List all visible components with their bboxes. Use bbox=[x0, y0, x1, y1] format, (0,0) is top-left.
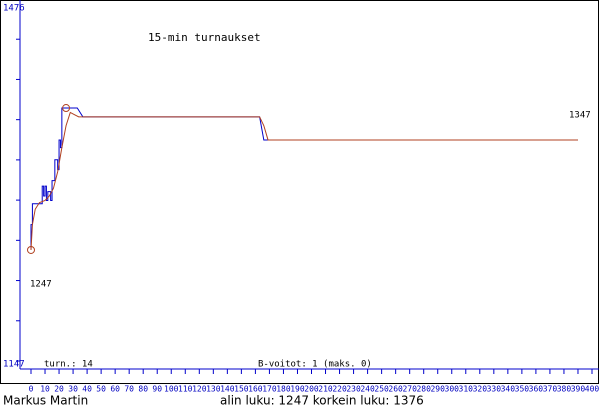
chart-title: 15-min turnaukset bbox=[148, 31, 261, 44]
plot-frame bbox=[0, 0, 599, 384]
x-tick-label: 310 bbox=[459, 385, 474, 394]
x-tick-label: 250 bbox=[374, 385, 389, 394]
x-tick-label: 10 bbox=[40, 385, 50, 394]
tournament-count: turn.: 14 bbox=[44, 360, 93, 370]
x-tick-label: 210 bbox=[318, 385, 333, 394]
x-tick-label: 0 bbox=[29, 385, 34, 394]
x-tick-label: 130 bbox=[206, 385, 221, 394]
x-tick-label: 80 bbox=[138, 385, 148, 394]
x-tick-label: 200 bbox=[304, 385, 319, 394]
x-tick-label: 70 bbox=[124, 385, 134, 394]
b-wins: B-voitot: 1 (maks. 0) bbox=[258, 360, 372, 370]
x-tick-label: 330 bbox=[487, 385, 502, 394]
x-tick-label: 380 bbox=[557, 385, 572, 394]
marker bbox=[62, 104, 71, 113]
x-tick-label: 110 bbox=[178, 385, 193, 394]
x-tick-label: 230 bbox=[346, 385, 361, 394]
series-line bbox=[30, 111, 578, 250]
x-tick-label: 270 bbox=[402, 385, 417, 394]
x-tick-label: 300 bbox=[445, 385, 460, 394]
start-label: 1247 bbox=[30, 280, 52, 290]
x-tick-label: 390 bbox=[571, 385, 586, 394]
x-tick-label: 220 bbox=[332, 385, 347, 394]
x-tick-label: 340 bbox=[501, 385, 516, 394]
x-tick-label: 260 bbox=[388, 385, 403, 394]
x-tick-label: 400 bbox=[585, 385, 600, 394]
x-tick-label: 30 bbox=[68, 385, 78, 394]
x-tick-label: 100 bbox=[164, 385, 179, 394]
x-tick-label: 120 bbox=[192, 385, 207, 394]
x-tick-label: 140 bbox=[220, 385, 235, 394]
x-tick-label: 50 bbox=[96, 385, 106, 394]
x-tick-label: 320 bbox=[473, 385, 488, 394]
x-tick-label: 60 bbox=[110, 385, 120, 394]
y-min-label: 1147 bbox=[3, 360, 25, 370]
x-tick-label: 370 bbox=[543, 385, 558, 394]
footer-name: Markus Martin bbox=[3, 394, 88, 408]
x-tick-label: 360 bbox=[529, 385, 544, 394]
x-tick-label: 290 bbox=[430, 385, 445, 394]
x-tick-label: 240 bbox=[360, 385, 375, 394]
x-tick-label: 350 bbox=[515, 385, 530, 394]
x-tick-label: 180 bbox=[276, 385, 291, 394]
marker bbox=[27, 245, 35, 254]
x-tick-label: 170 bbox=[262, 385, 277, 394]
x-tick-label: 150 bbox=[234, 385, 249, 394]
x-tick-label: 90 bbox=[152, 385, 162, 394]
footer-stats: alin luku: 1247 korkein luku: 1376 bbox=[220, 394, 424, 408]
x-tick-label: 40 bbox=[82, 385, 92, 394]
x-tick-label: 160 bbox=[248, 385, 263, 394]
end-label: 1347 bbox=[569, 111, 591, 121]
y-max-label: 1476 bbox=[3, 4, 25, 14]
x-tick-label: 280 bbox=[416, 385, 431, 394]
x-tick-label: 20 bbox=[54, 385, 64, 394]
x-tick-label: 190 bbox=[290, 385, 305, 394]
